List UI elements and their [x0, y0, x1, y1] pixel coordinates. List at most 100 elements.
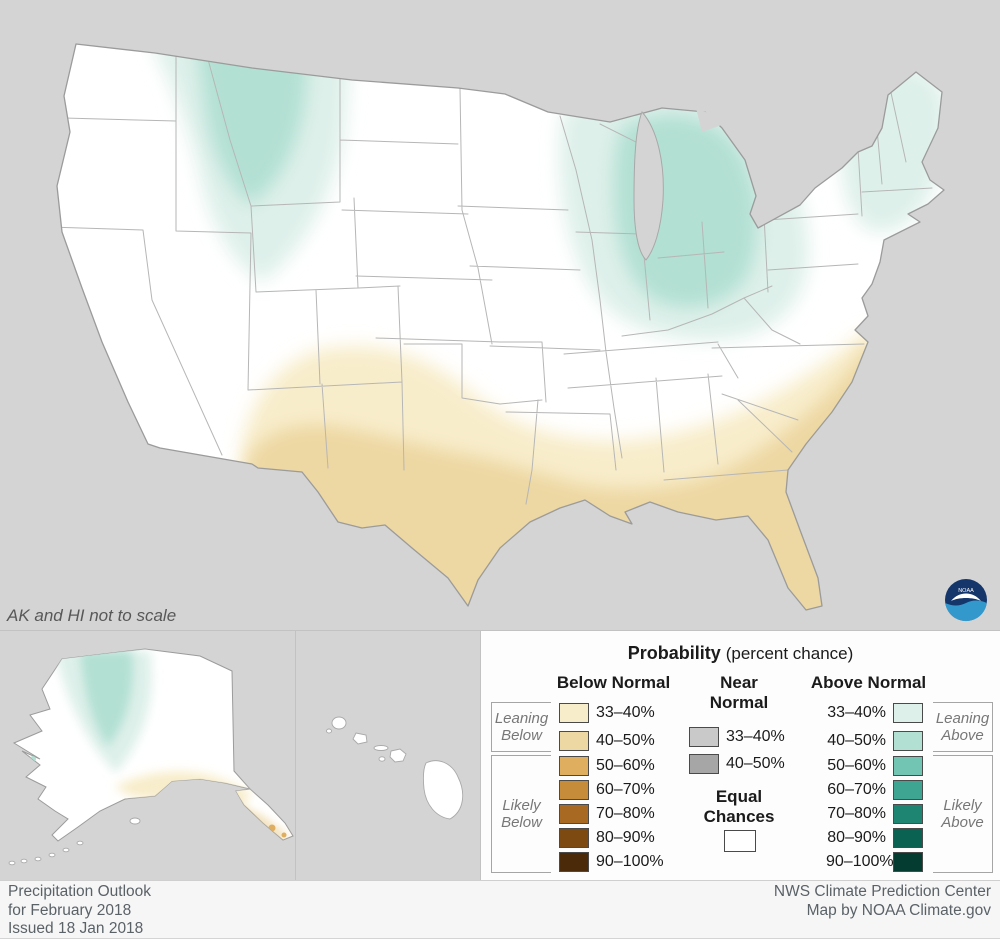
footer-left-block: Precipitation Outlook for February 2018 … [8, 883, 151, 939]
aleutian-island [76, 840, 84, 846]
legend-row: 50–60% [826, 755, 923, 777]
above-likely-rows: 50–60% 60–70% 70–80% 80–90% 90–100% [826, 755, 923, 873]
legend-header-above-normal: Above Normal [810, 673, 927, 692]
legend-swatch [689, 754, 719, 774]
likely-above-label: Likely Above [941, 796, 984, 831]
legend-title-rest: (percent chance) [725, 644, 854, 663]
legend-swatch [893, 804, 923, 824]
legend-row: 70–80% [826, 803, 923, 825]
noaa-logo-bird-icon [951, 593, 981, 601]
legend-title: Probability (percent chance) [481, 643, 1000, 664]
equal-chances-label: Equal Chances [703, 787, 775, 826]
footer: Precipitation Outlook for February 2018 … [0, 880, 1000, 938]
legend-row-label: 40–50% [827, 732, 886, 749]
footer-line: Map by NOAA Climate.gov [806, 901, 991, 919]
legend-swatch [893, 780, 923, 800]
legend-swatch [559, 852, 589, 872]
leaning-below-label: Leaning Below [494, 709, 549, 744]
leaning-above-label: Leaning Above [935, 709, 990, 744]
above-leaning-rows: 33–40% 40–50% [826, 702, 923, 752]
legend-swatch [559, 731, 589, 751]
legend-row-label: 70–80% [827, 805, 886, 822]
legend-swatch [559, 804, 589, 824]
footer-line: Precipitation Outlook [8, 883, 152, 900]
legend-row: 50–60% [559, 755, 664, 777]
footer-right-block: NWS Climate Prediction Center Map by NOA… [774, 883, 991, 920]
legend-row: 40–50% [826, 730, 923, 752]
legend-row-label: 80–90% [827, 829, 886, 846]
below-likely-rows: 50–60% 60–70% 70–80% 80–90% 90–100% [559, 755, 664, 873]
lake-michigan [633, 111, 664, 261]
near-normal-rows: 33–40% 40–50% [689, 726, 785, 775]
aleutian-island [48, 852, 56, 858]
legend-row: 70–80% [559, 803, 664, 825]
footer-line: Issued 18 Jan 2018 [8, 920, 144, 937]
us-coast-outline [56, 43, 945, 611]
legend-header-below-normal: Below Normal [556, 673, 671, 692]
ak-above-normal-core [80, 651, 133, 747]
big-island [422, 760, 464, 820]
niihau-island [326, 728, 332, 734]
legend-swatch [559, 828, 589, 848]
hawaii-inset [295, 631, 480, 880]
maui-island [389, 748, 407, 763]
scale-note: AK and HI not to scale [7, 606, 177, 625]
legend-swatch [893, 852, 923, 872]
kauai-island [331, 716, 347, 730]
region-above-normal-northwest-core [196, 44, 310, 205]
noaa-logo: NOAA [945, 579, 987, 622]
legend-swatch [559, 756, 589, 776]
oahu-island [352, 732, 368, 745]
likely-below-label: Likely Below [501, 796, 542, 831]
legend-row-label: 90–100% [596, 853, 664, 870]
state-borders [57, 47, 933, 505]
legend-row-label: 50–60% [596, 757, 655, 774]
legend-panel: Probability (percent chance) Below Normal… [480, 631, 1000, 880]
hawaii-map [296, 631, 480, 880]
legend-row: 33–40% [826, 702, 923, 724]
legend-row: 40–50% [689, 753, 785, 775]
legend-row-label: 80–90% [596, 829, 655, 846]
legend-row-label: 40–50% [726, 755, 785, 772]
below-leaning-rows: 33–40% 40–50% [559, 702, 655, 752]
aleutian-island [8, 860, 16, 866]
legend-swatch [893, 731, 923, 751]
legend-row-label: 60–70% [596, 781, 655, 798]
legend-row: 90–100% [559, 851, 664, 873]
inset-row: Probability (percent chance) Below Normal… [0, 630, 1000, 880]
noaa-logo-sea [945, 600, 987, 622]
legend-row: 33–40% [559, 702, 655, 724]
alaska-inset [0, 631, 295, 880]
equal-chances-swatch [724, 830, 756, 852]
aleutian-island [20, 858, 28, 864]
legend-row: 33–40% [689, 726, 785, 748]
lanai-island [378, 756, 386, 762]
footer-line: for February 2018 [8, 901, 132, 919]
legend-row: 60–70% [826, 779, 923, 801]
legend-row-label: 70–80% [596, 805, 655, 822]
legend-row-label: 33–40% [827, 704, 886, 721]
legend-swatch [893, 756, 923, 776]
legend-title-bold: Probability [627, 643, 721, 663]
leaning-below-bracket: Leaning Below [491, 702, 551, 752]
legend-row: 80–90% [826, 827, 923, 849]
legend-row: 80–90% [559, 827, 664, 849]
noaa-logo-text: NOAA [958, 588, 974, 594]
legend-swatch [893, 703, 923, 723]
legend-header-near-normal: Near Normal [709, 673, 769, 712]
likely-above-bracket: Likely Above [933, 755, 993, 873]
ak-below-likely-speck [281, 832, 287, 838]
legend-row: 90–100% [826, 851, 923, 873]
straits-of-mackinac [696, 108, 730, 132]
legend-row-label: 60–70% [827, 781, 886, 798]
legend-row-label: 33–40% [726, 728, 785, 745]
kodiak-island [129, 817, 141, 825]
legend-row: 60–70% [559, 779, 664, 801]
main-map-area: AK and HI not to scale NOAA [7, 43, 987, 625]
footer-line: NWS Climate Prediction Center [773, 883, 991, 900]
legend-swatch [559, 780, 589, 800]
aleutian-island [34, 856, 42, 862]
aleutian-island [62, 847, 70, 853]
legend-swatch [559, 703, 589, 723]
legend-swatch [893, 828, 923, 848]
